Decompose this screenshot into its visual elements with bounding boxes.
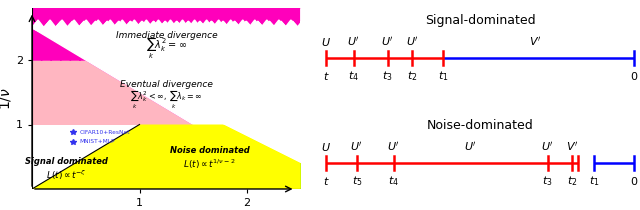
Text: $t$: $t$: [323, 175, 330, 186]
Text: $V'$: $V'$: [529, 35, 541, 48]
Text: $t_3$: $t_3$: [542, 175, 553, 188]
Polygon shape: [32, 8, 333, 189]
Text: $U$: $U$: [321, 141, 331, 153]
Text: $U$: $U$: [321, 36, 331, 48]
Polygon shape: [32, 8, 301, 60]
Text: Signal-dominated: Signal-dominated: [425, 14, 535, 28]
Text: $t_2$: $t_2$: [567, 175, 577, 188]
Polygon shape: [32, 8, 355, 189]
Text: $\sum_k \lambda_k^2 = \infty$: $\sum_k \lambda_k^2 = \infty$: [146, 36, 187, 61]
Text: $U'$: $U'$: [348, 35, 360, 48]
Text: $U'$: $U'$: [464, 140, 477, 153]
Text: $U'$: $U'$: [351, 140, 364, 153]
Polygon shape: [32, 125, 301, 189]
Text: $V'$: $V'$: [566, 140, 579, 153]
Text: Immediate divergence: Immediate divergence: [116, 31, 217, 40]
Text: CIFAR10+ResNet: CIFAR10+ResNet: [79, 130, 130, 135]
Text: MNIST+MLP: MNIST+MLP: [79, 139, 115, 144]
Text: $t_4$: $t_4$: [348, 70, 359, 83]
Polygon shape: [32, 125, 301, 189]
Text: $t_1$: $t_1$: [589, 175, 599, 188]
Polygon shape: [32, 60, 301, 125]
Text: $U'$: $U'$: [541, 140, 554, 153]
Text: Eventual divergence: Eventual divergence: [120, 80, 213, 89]
Text: Noise dominated: Noise dominated: [170, 146, 250, 155]
Text: $U'$: $U'$: [381, 35, 394, 48]
Polygon shape: [32, 8, 333, 189]
Text: $0$: $0$: [630, 175, 638, 186]
Text: $t_5$: $t_5$: [351, 175, 362, 188]
Text: $L(t) \propto t^{-\zeta}$: $L(t) \propto t^{-\zeta}$: [46, 168, 87, 181]
Text: $U'$: $U'$: [387, 140, 400, 153]
Y-axis label: $1/\nu$: $1/\nu$: [0, 87, 13, 110]
Text: $L(t) \propto t^{1/\nu-2}$: $L(t) \propto t^{1/\nu-2}$: [183, 158, 236, 171]
Text: $t_2$: $t_2$: [407, 70, 417, 83]
Text: $U'$: $U'$: [406, 35, 419, 48]
Text: $t_1$: $t_1$: [438, 70, 449, 83]
X-axis label: $\zeta$: $\zeta$: [161, 209, 172, 210]
Polygon shape: [32, 54, 301, 60]
Text: $\sum_k \lambda_k^2 < \infty,\; \sum_k \lambda_k = \infty$: $\sum_k \lambda_k^2 < \infty,\; \sum_k \…: [130, 89, 203, 111]
Text: $0$: $0$: [630, 70, 638, 81]
Text: $t_3$: $t_3$: [382, 70, 393, 83]
Text: $t$: $t$: [323, 70, 330, 81]
Polygon shape: [32, 8, 355, 189]
Text: $t_4$: $t_4$: [388, 175, 399, 188]
Text: Signal dominated: Signal dominated: [25, 158, 108, 166]
Text: Noise-dominated: Noise-dominated: [427, 119, 533, 133]
